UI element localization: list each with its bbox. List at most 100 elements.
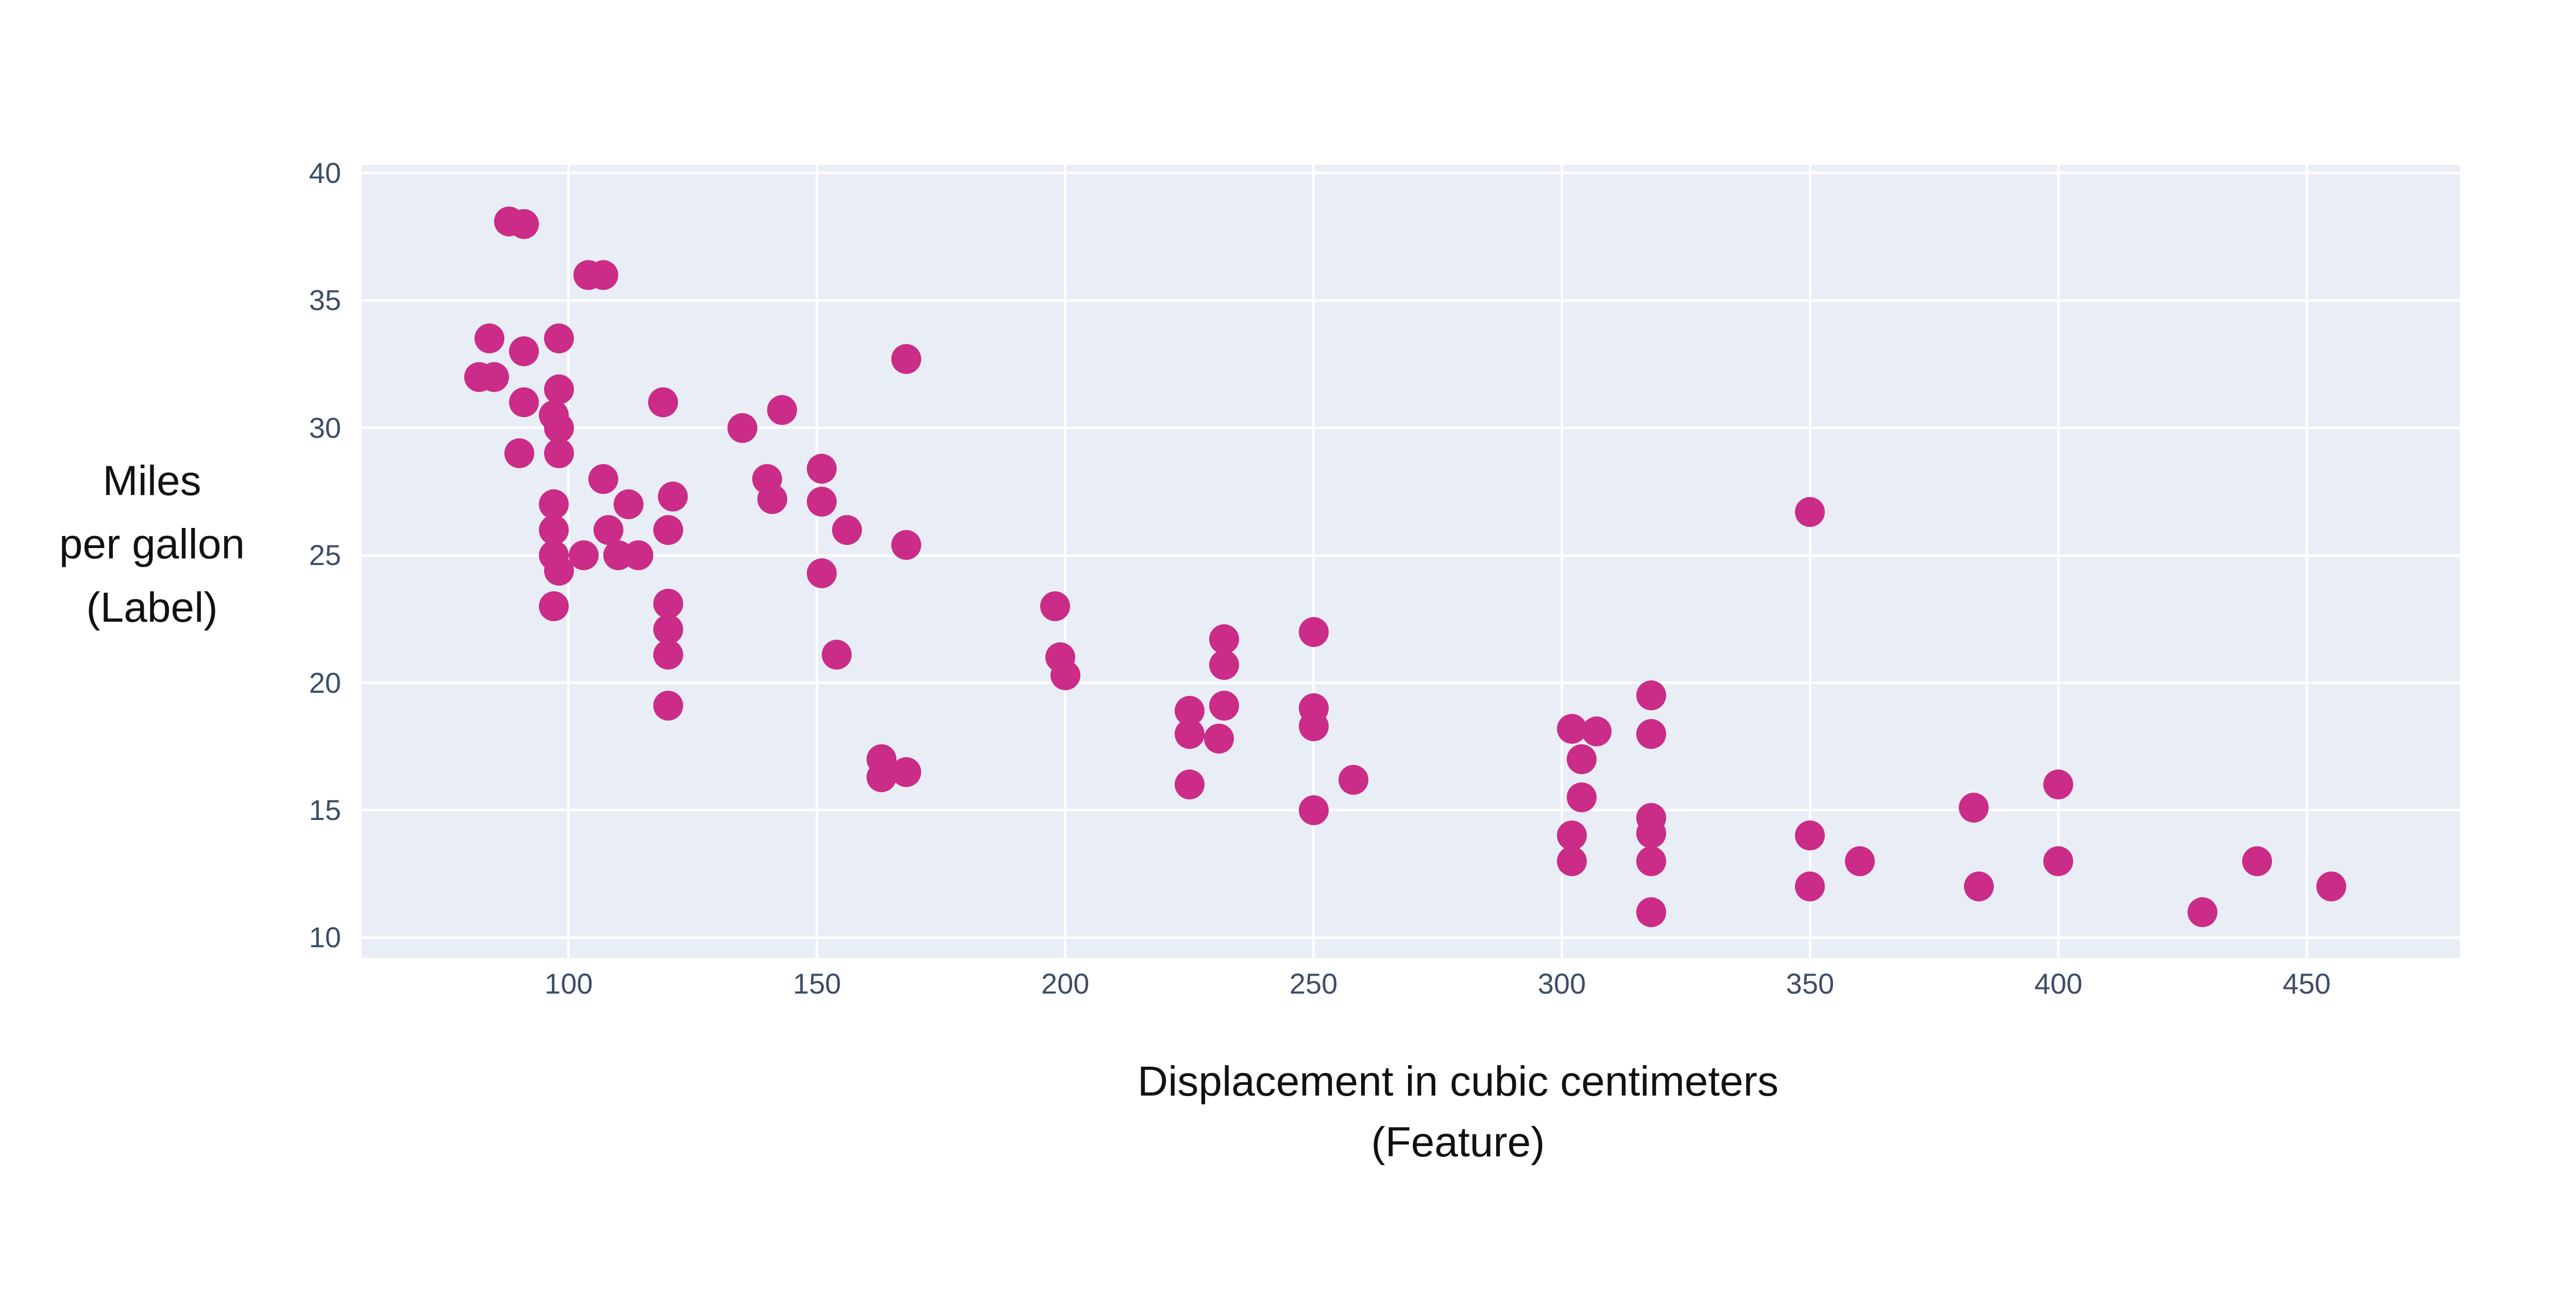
scatter-point [1964, 872, 1994, 902]
scatter-point [2187, 897, 2217, 927]
scatter-point [1050, 660, 1080, 690]
x-axis-title: Displacement in cubic centimeters (Featu… [994, 1051, 1922, 1173]
scatter-point [1636, 818, 1666, 848]
scatter-point [1209, 624, 1240, 655]
scatter-point [1795, 821, 1825, 851]
scatter-point [653, 589, 683, 619]
scatter-point [1209, 650, 1240, 680]
scatter-point [1040, 591, 1071, 622]
y-tick-label: 15 [309, 793, 341, 826]
scatter-point [1959, 793, 1989, 823]
scatter-point [1298, 711, 1329, 741]
y-axis-title-line2: per gallon [59, 521, 245, 568]
scatter-point [653, 614, 683, 644]
x-axis-title-line2: (Feature) [1371, 1119, 1545, 1166]
scatter-point [653, 640, 683, 670]
scatter-point [538, 515, 569, 545]
scatter-point [807, 558, 837, 588]
scatter-point [2242, 846, 2272, 876]
scatter-point [1795, 497, 1825, 527]
scatter-point [1556, 821, 1587, 851]
x-tick-label: 300 [1537, 967, 1586, 1000]
scatter-point [891, 344, 922, 374]
y-tick-label: 40 [309, 156, 341, 189]
y-tick-label: 10 [309, 921, 341, 954]
scatter-point [538, 591, 569, 622]
scatter-point [1581, 716, 1612, 746]
x-gridline [1808, 165, 1811, 958]
scatter-point [1209, 691, 1240, 721]
scatter-point [1567, 782, 1597, 813]
scatter-point [1298, 795, 1329, 825]
scatter-point [588, 464, 619, 494]
scatter-point [891, 757, 922, 787]
scatter-point [588, 260, 619, 290]
scatter-point [568, 540, 599, 571]
scatter-point [832, 515, 862, 545]
y-tick-label: 35 [309, 284, 341, 317]
scatter-point [727, 413, 758, 443]
scatter-point [1338, 764, 1368, 795]
scatter-point [544, 413, 574, 443]
x-tick-label: 450 [2282, 967, 2331, 1000]
scatter-point [767, 395, 798, 425]
y-axis-title: Miles per gallon (Label) [31, 449, 273, 639]
scatter-point [1844, 846, 1875, 876]
scatter-point [538, 489, 569, 520]
scatter-point [544, 323, 574, 354]
y-axis-title-line1: Miles [103, 457, 201, 504]
y-tick-label: 30 [309, 411, 341, 444]
scatter-point [807, 487, 837, 517]
scatter-point [757, 484, 788, 515]
scatter-point [594, 515, 623, 545]
scatter-point [474, 323, 504, 354]
scatter-point [1795, 872, 1825, 902]
scatter-point [1636, 680, 1666, 711]
x-axis-title-line1: Displacement in cubic centimeters [1137, 1058, 1779, 1105]
x-tick-label: 100 [545, 967, 593, 1000]
scatter-point [648, 387, 679, 418]
x-tick-label: 350 [1786, 967, 1835, 1000]
scatter-point [822, 640, 852, 670]
x-gridline [2305, 165, 2308, 958]
y-gridline [362, 809, 2460, 812]
y-gridline [362, 172, 2460, 175]
y-tick-label: 25 [309, 539, 341, 572]
y-gridline [362, 426, 2460, 430]
scatter-point [1636, 846, 1666, 876]
scatter-point [613, 489, 643, 520]
scatter-point [891, 530, 922, 560]
scatter-point [1298, 617, 1329, 647]
scatter-point [2316, 872, 2347, 902]
scatter-point [509, 336, 539, 367]
x-gridline [1560, 165, 1563, 958]
scatter-point [544, 374, 574, 405]
x-gridline [1312, 165, 1315, 958]
scatter-point [623, 540, 653, 571]
x-gridline [2057, 165, 2060, 958]
scatter-point [653, 691, 683, 721]
x-tick-label: 200 [1041, 967, 1090, 1000]
y-gridline [362, 936, 2460, 939]
x-gridline [1064, 165, 1067, 958]
plot-area [362, 165, 2460, 958]
y-gridline [362, 554, 2460, 557]
scatter-point [653, 515, 683, 545]
scatter-point [1174, 719, 1205, 749]
y-gridline [362, 299, 2460, 302]
scatter-point [2043, 846, 2074, 876]
scatter-point [509, 209, 539, 239]
scatter-point [1174, 770, 1205, 800]
x-tick-label: 150 [793, 967, 841, 1000]
scatter-point [1636, 719, 1666, 749]
scatter-point [479, 362, 510, 392]
scatter-point [544, 438, 574, 469]
scatter-point [504, 438, 534, 469]
scatter-point [1204, 724, 1234, 754]
scatter-point [658, 482, 688, 512]
scatter-point [509, 387, 539, 418]
scatter-point [2043, 770, 2074, 800]
scatter-point [1556, 846, 1587, 876]
scatter-point [1567, 744, 1597, 774]
